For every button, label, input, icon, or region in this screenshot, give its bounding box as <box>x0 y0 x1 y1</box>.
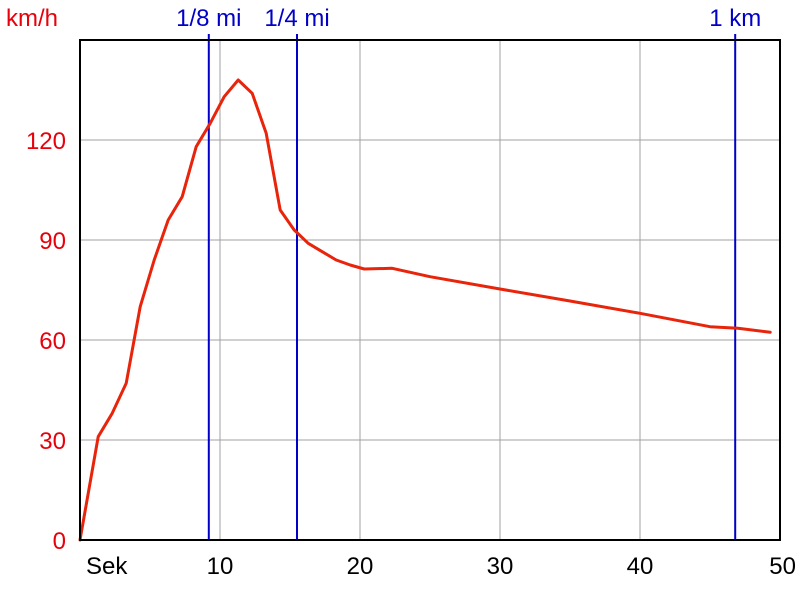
x-tick-label-30: 30 <box>487 553 514 580</box>
distance-markers <box>207 34 737 540</box>
x-tick-label-20: 20 <box>347 553 374 580</box>
series-layer <box>78 78 772 542</box>
series-line-0 <box>78 78 772 542</box>
marker-label-1: 1/4 mi <box>264 5 329 32</box>
grid-lines <box>80 40 780 540</box>
y-tick-label-60: 60 <box>39 328 66 355</box>
y-tick-label-0: 0 <box>53 528 66 555</box>
marker-label-0: 1/8 mi <box>176 5 241 32</box>
marker-label-2: 1 km <box>709 5 761 32</box>
x-tick-label-40: 40 <box>627 553 654 580</box>
y-tick-label-120: 120 <box>26 128 66 155</box>
tick-labels: 1/8 mi 1/4 mi 1 km 0 30 60 90 120 10 20 30 40 50 <box>26 5 796 580</box>
y-tick-label-30: 30 <box>39 428 66 455</box>
x-tick-label-50: 50 <box>769 553 796 580</box>
y-tick-label-90: 90 <box>39 228 66 255</box>
y-axis-unit-label: km/h <box>6 5 58 32</box>
x-tick-label-10: 10 <box>207 553 234 580</box>
plot-frame <box>79 39 781 541</box>
x-axis-unit-label: Sek <box>86 553 128 580</box>
